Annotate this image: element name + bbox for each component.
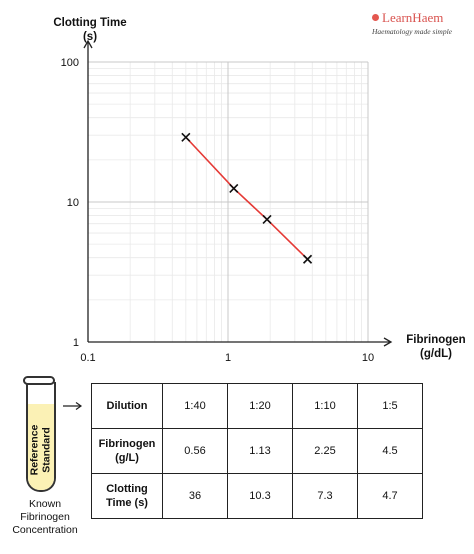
x-tick-label: 10 [362,352,374,364]
x-tick-label: 1 [225,352,231,364]
table-cell: 0.56 [162,428,228,474]
data-point-marker [181,132,191,142]
table-cell: 10.3 [227,473,293,519]
y-tick-label: 10 [67,197,79,209]
table-cell: 4.5 [357,428,423,474]
table-cell: 7.3 [292,473,358,519]
x-axis-arrow-icon [383,337,393,347]
data-point-marker [229,183,239,193]
brand-name-text: LearnHaem [382,10,444,25]
data-point-marker [262,214,272,225]
tube-label-wrap: Reference Standard [26,412,54,488]
table-cell: 4.7 [357,473,423,519]
tube-label: Reference Standard [28,424,52,476]
row-header: Fibrinogen (g/L) [91,428,163,474]
table-row: Fibrinogen (g/L) 0.56 1.13 2.25 4.5 [91,428,423,474]
brand-tagline: Haematology made simple [372,27,452,36]
table-cell: 1:5 [357,383,423,429]
y-axis-arrow-icon [83,39,93,49]
reference-tube: Reference Standard [23,376,57,494]
brand-dot-icon [372,14,379,21]
row-header: Clotting Time (s) [91,473,163,519]
data-point-marker [302,254,313,264]
table-cell: 1:20 [227,383,293,429]
tube-body [26,382,56,492]
series-line [185,136,309,260]
brand-logo: LearnHaem Haematology made simple [372,10,472,36]
table-cell: 1:40 [162,383,228,429]
dilution-table: Dilution 1:40 1:20 1:10 1:5 Fibrinogen (g/L) 0… [91,383,423,519]
x-axis-label: Fibrinogen (g/dL) [406,334,466,360]
y-tick-label: 1 [73,337,79,349]
y-axis-label: Clotting Time (s) [53,17,127,43]
table-cell: 2.25 [292,428,358,474]
table-cell: 36 [162,473,228,519]
arrow-icon [63,402,83,410]
table-cell: 1:10 [292,383,358,429]
table-row: Clotting Time (s) 36 10.3 7.3 4.7 [91,473,423,519]
table-row: Dilution 1:40 1:20 1:10 1:5 [91,383,423,429]
x-tick-label: 0.1 [80,352,95,364]
brand-name: LearnHaem [372,10,472,26]
row-header: Dilution [91,383,163,429]
tube-caption: Known Fibrinogen Concentration [12,498,78,536]
y-tick-label: 100 [61,57,79,69]
table-cell: 1.13 [227,428,293,474]
tube-liquid [28,404,54,490]
tube-rim [23,376,55,385]
